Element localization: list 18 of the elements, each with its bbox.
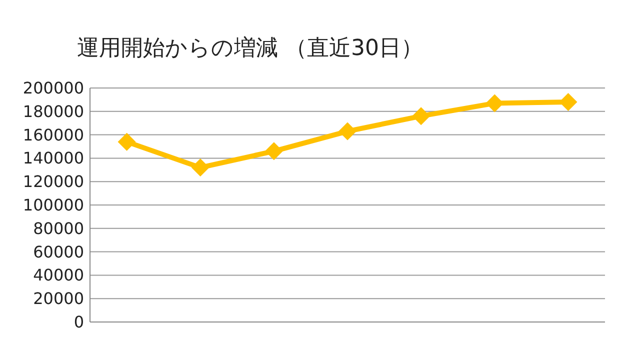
y-tick-label: 120000 bbox=[22, 172, 84, 192]
y-tick-label: 40000 bbox=[33, 266, 84, 285]
chart-title: 運用開始からの増減 （直近30日） bbox=[77, 36, 423, 61]
y-tick-label: 140000 bbox=[22, 148, 84, 168]
y-tick-label: 200000 bbox=[22, 78, 84, 98]
y-tick-label: 100000 bbox=[22, 196, 84, 214]
y-tick-label: 60000 bbox=[33, 242, 84, 262]
y-tick-label: 180000 bbox=[22, 102, 84, 121]
point bbox=[191, 158, 210, 177]
point bbox=[264, 142, 283, 160]
point bbox=[559, 93, 578, 112]
y-tick-label: 20000 bbox=[33, 289, 84, 308]
y-tick-label: 80000 bbox=[33, 218, 84, 238]
point bbox=[338, 122, 356, 140]
y-tick-label: 0 bbox=[74, 312, 84, 332]
y-tick-label: 160000 bbox=[22, 125, 84, 144]
point bbox=[412, 107, 430, 126]
point bbox=[118, 132, 136, 151]
